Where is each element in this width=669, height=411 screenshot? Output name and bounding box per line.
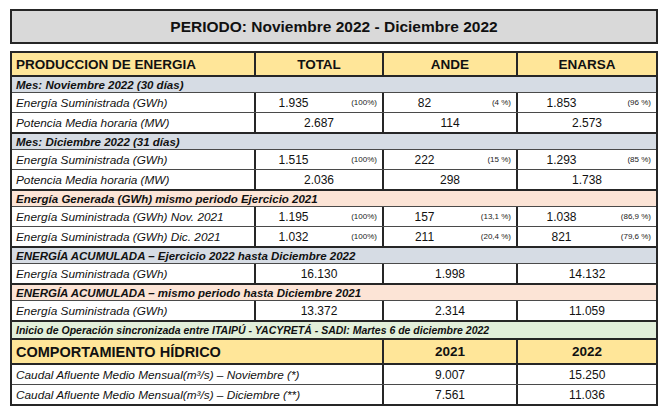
enarsa-value-cell: 2.573 [516, 113, 656, 132]
table-row-energia-suministrada-nov: Energía Suministrada (GWh) 1.935(100%) 8… [12, 92, 656, 112]
total-value-cell: 1.935(100%) [254, 93, 382, 112]
col-header-comportamiento-hidrico: COMPORTAMIENTO HÍDRICO [12, 340, 382, 363]
col-header-2021: 2021 [382, 340, 516, 363]
row-label-cell: Caudal Afluente Medio Mensual(m³/s) – No… [12, 365, 382, 384]
period-title-bar: PERIODO: Noviembre 2022 - Diciembre 2022 [10, 9, 658, 44]
total-value-cell: 2.687 [254, 113, 382, 132]
total-value-cell: 1.515(100%) [254, 150, 382, 169]
enarsa-value-cell: 821(79,6 %) [516, 227, 656, 246]
section-label: ENERGÍA ACUMULADA – Ejercicio 2022 hasta… [16, 250, 355, 262]
total-value-cell: 1.032(100%) [254, 227, 382, 246]
col-header-total: TOTAL [254, 53, 382, 75]
period-title: PERIODO: Noviembre 2022 - Diciembre 2022 [170, 18, 497, 36]
row-label-cell: Energía Suministrada (GWh) [12, 264, 254, 283]
table-row-energia-acumulada-2022: Energía Suministrada (GWh) 16.130 1.998 … [12, 263, 656, 283]
ande-value-cell: 82(4 %) [382, 93, 516, 112]
table-row-caudal-diciembre: Caudal Afluente Medio Mensual(m³/s) – Di… [12, 384, 656, 404]
row-label-cell: Energía Suministrada (GWh) [12, 301, 254, 320]
enarsa-value-cell: 1.038(86,9 %) [516, 207, 656, 226]
total-value-cell: 1.195(100%) [254, 207, 382, 226]
enarsa-value-cell: 1.738 [516, 170, 656, 189]
note-row-inicio-operacion-sincronizada: Inicio de Operación sincronizada entre I… [12, 320, 656, 338]
section-row-mes-diciembre-2022: Mes: Diciembre 2022 (31 días) [12, 132, 656, 149]
caudal-2021-value-cell: 7.561 [382, 385, 516, 404]
note-label: Inicio de Operación sincronizada entre I… [16, 324, 489, 336]
row-label-cell: Caudal Afluente Medio Mensual(m³/s) – Di… [12, 385, 382, 404]
table-row-potencia-media-dic: Potencia Media horaria (MW) 2.036 298 1.… [12, 169, 656, 189]
ande-value-cell: 157(13,1 %) [382, 207, 516, 226]
section-row-energia-acumulada-2022: ENERGÍA ACUMULADA – Ejercicio 2022 hasta… [12, 246, 656, 263]
table-row-energia-suministrada-nov-2021: Energía Suministrada (GWh) Nov. 2021 1.1… [12, 206, 656, 226]
enarsa-value-cell: 1.853(96 %) [516, 93, 656, 112]
table-row-potencia-media-nov: Potencia Media horaria (MW) 2.687 114 2.… [12, 112, 656, 132]
row-label-cell: Energía Suministrada (GWh) [12, 150, 254, 169]
total-value-cell: 16.130 [254, 264, 382, 283]
section-row-mes-noviembre-2022: Mes: Noviembre 2022 (30 días) [12, 77, 656, 92]
energy-table-header-row: PRODUCCION DE ENERGIA TOTAL ANDE ENARSA [12, 53, 656, 77]
ande-value-cell: 211(20,4 %) [382, 227, 516, 246]
total-value-cell: 13.372 [254, 301, 382, 320]
col-header-ande: ANDE [382, 53, 516, 75]
table-row-energia-acumulada-2021: Energía Suministrada (GWh) 13.372 2.314 … [12, 300, 656, 320]
section-row-energia-generada-2021: Energía Generada (GWh) mismo periodo Eje… [12, 189, 656, 206]
ande-value-cell: 222(15 %) [382, 150, 516, 169]
ande-value-cell: 1.998 [382, 264, 516, 283]
table-row-energia-suministrada-dic: Energía Suministrada (GWh) 1.515(100%) 2… [12, 149, 656, 169]
caudal-2022-value-cell: 15.250 [516, 365, 656, 384]
section-label: Energía Generada (GWh) mismo periodo Eje… [16, 193, 318, 205]
col-header-2022: 2022 [516, 340, 656, 363]
table-row-caudal-noviembre: Caudal Afluente Medio Mensual(m³/s) – No… [12, 365, 656, 384]
ande-value-cell: 298 [382, 170, 516, 189]
total-value-cell: 2.036 [254, 170, 382, 189]
section-row-energia-acumulada-2021: ENERGÍA ACUMULADA – mismo periodo hasta … [12, 283, 656, 300]
ande-value-cell: 2.314 [382, 301, 516, 320]
report-page: PERIODO: Noviembre 2022 - Diciembre 2022… [10, 9, 658, 406]
row-label-cell: Energía Suministrada (GWh) Nov. 2021 [12, 207, 254, 226]
section-label: ENERGÍA ACUMULADA – mismo periodo hasta … [16, 287, 361, 299]
table-row-energia-suministrada-dic-2021: Energía Suministrada (GWh) Dic. 2021 1.0… [12, 226, 656, 246]
col-header-enarsa: ENARSA [516, 53, 656, 75]
energy-production-table: PRODUCCION DE ENERGIA TOTAL ANDE ENARSA … [10, 51, 658, 406]
ande-value-cell: 114 [382, 113, 516, 132]
enarsa-value-cell: 1.293(85 %) [516, 150, 656, 169]
caudal-2021-value-cell: 9.007 [382, 365, 516, 384]
row-label-cell: Energía Suministrada (GWh) Dic. 2021 [12, 227, 254, 246]
col-header-produccion-de-energia: PRODUCCION DE ENERGIA [12, 53, 254, 75]
enarsa-value-cell: 14.132 [516, 264, 656, 283]
enarsa-value-cell: 11.059 [516, 301, 656, 320]
section-label: Mes: Diciembre 2022 (31 días) [16, 136, 180, 148]
row-label-cell: Energía Suministrada (GWh) [12, 93, 254, 112]
section-label: Mes: Noviembre 2022 (30 días) [16, 79, 183, 91]
hydric-header-row: COMPORTAMIENTO HÍDRICO 2021 2022 [12, 338, 656, 365]
caudal-2022-value-cell: 11.036 [516, 385, 656, 404]
row-label-cell: Potencia Media horaria (MW) [12, 113, 254, 132]
row-label-cell: Potencia Media horaria (MW) [12, 170, 254, 189]
